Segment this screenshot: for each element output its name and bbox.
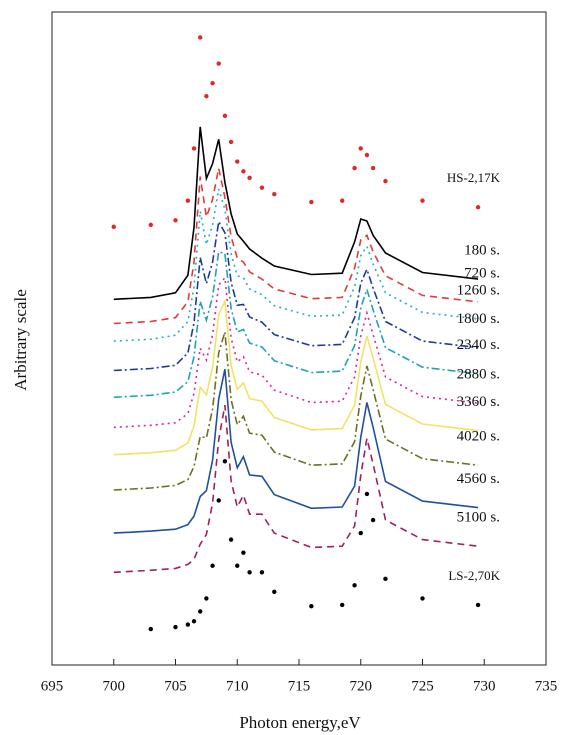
series-label: 180 s. <box>464 243 500 259</box>
data-point <box>198 35 203 40</box>
data-point <box>420 198 425 203</box>
x-tick-label: 730 <box>473 678 496 694</box>
data-point <box>148 222 153 228</box>
series-label: 4020 s. <box>457 429 500 445</box>
data-point <box>259 570 265 575</box>
x-tick-label: 715 <box>288 678 311 694</box>
data-point <box>204 596 209 601</box>
data-point <box>204 94 209 99</box>
data-point <box>191 146 197 151</box>
series-label: 1260 s. <box>457 282 500 298</box>
data-point <box>309 199 314 205</box>
data-point <box>241 550 246 555</box>
data-point <box>247 570 252 575</box>
data-point <box>383 178 388 184</box>
data-point <box>235 159 240 164</box>
series-line <box>113 167 479 325</box>
series-label: 2880 s. <box>457 367 500 383</box>
series-line <box>113 404 479 574</box>
data-point <box>340 198 345 203</box>
series-label: 720 s. <box>464 265 500 281</box>
data-point <box>475 205 481 210</box>
x-tick-label: 695 <box>41 678 64 694</box>
data-point <box>383 576 388 582</box>
data-point <box>228 537 234 542</box>
series-line <box>113 369 479 534</box>
data-point <box>340 602 345 608</box>
series-label: 5100 s. <box>457 510 500 526</box>
data-point <box>216 498 221 503</box>
data-point <box>148 626 153 632</box>
series-line <box>113 331 479 491</box>
x-tick-label: 720 <box>350 678 373 694</box>
series-label: HS-2,17K <box>447 170 501 185</box>
data-point <box>210 80 215 86</box>
x-tick-label: 705 <box>164 678 187 694</box>
data-point <box>216 61 221 66</box>
data-point <box>173 624 178 630</box>
series-line <box>113 298 479 456</box>
data-point <box>352 583 357 588</box>
data-point <box>272 191 277 197</box>
data-point <box>358 530 363 536</box>
data-point <box>370 517 376 523</box>
data-point <box>247 175 252 181</box>
series-line <box>113 126 479 301</box>
x-tick-label: 735 <box>535 678 558 694</box>
x-tick-label: 700 <box>103 678 126 694</box>
data-point <box>210 563 215 568</box>
data-point <box>185 622 191 627</box>
data-point <box>222 459 228 464</box>
data-point <box>420 596 425 601</box>
x-tick-label: 725 <box>411 678 434 694</box>
data-point <box>173 218 178 223</box>
data-point <box>235 563 240 568</box>
data-point <box>364 152 370 158</box>
series-line <box>113 250 479 399</box>
data-point <box>352 165 357 171</box>
data-point <box>309 604 314 609</box>
series-line <box>113 219 479 372</box>
data-point <box>370 165 376 171</box>
series-line <box>113 275 479 429</box>
y-axis-title: Arbitrary scale <box>11 289 30 390</box>
data-point <box>259 185 265 190</box>
data-point <box>198 609 203 614</box>
data-point <box>222 113 228 119</box>
data-point <box>358 146 363 151</box>
series-line <box>113 188 479 342</box>
x-tick-label: 710 <box>226 678 249 694</box>
series-label: 4560 s. <box>457 471 500 487</box>
data-point <box>191 619 197 624</box>
series-label: LS-2,70K <box>448 568 500 583</box>
data-point <box>185 198 191 203</box>
data-point <box>228 139 234 145</box>
x-axis-title: Photon energy,eV <box>239 713 361 732</box>
data-point <box>475 602 481 608</box>
data-point <box>272 589 277 595</box>
series-label: 3360 s. <box>457 394 500 410</box>
data-point <box>111 224 116 230</box>
data-point <box>241 169 246 174</box>
series-label: 2340 s. <box>457 337 500 353</box>
data-point <box>364 491 370 497</box>
series-label: 1800 s. <box>457 311 500 327</box>
